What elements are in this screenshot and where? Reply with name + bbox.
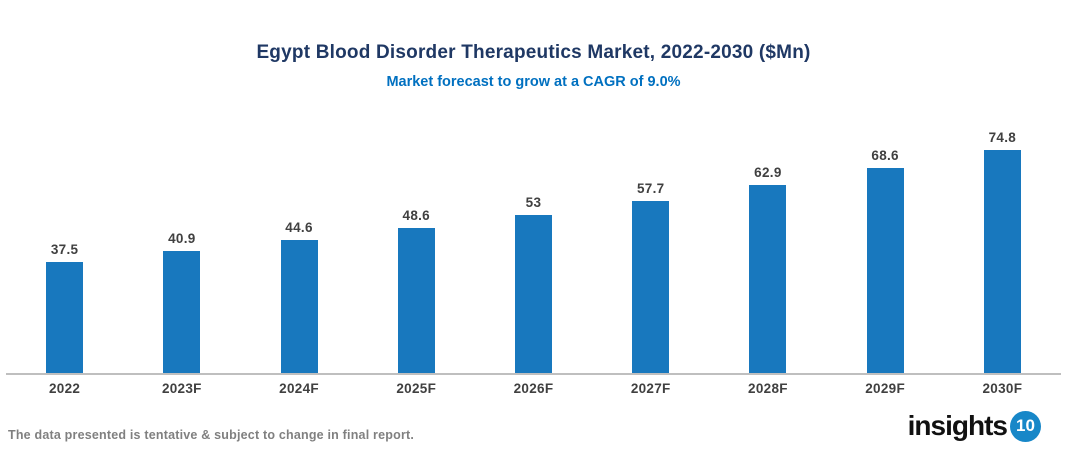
chart-subtitle: Market forecast to grow at a CAGR of 9.0… <box>386 74 681 90</box>
chart-header: Egypt Blood Disorder Therapeutics Market… <box>0 42 1067 90</box>
x-axis-tick-label: 2024F <box>279 381 319 396</box>
bar-column: 53 <box>475 110 592 374</box>
bar <box>749 185 787 374</box>
disclaimer-text: The data presented is tentative & subjec… <box>8 428 415 442</box>
bar <box>866 168 904 374</box>
bar <box>280 240 318 374</box>
logo-wordmark: insights <box>907 410 1008 441</box>
bar <box>46 261 84 374</box>
bar-value-label: 44.6 <box>285 220 313 236</box>
x-axis-tick-label: 2030F <box>982 381 1023 396</box>
bar-value-label: 62.9 <box>754 165 782 181</box>
bar-column: 74.8 <box>944 110 1061 374</box>
bar-value-label: 37.5 <box>50 241 79 257</box>
x-axis-tick-label: 2029F <box>865 381 906 396</box>
logo-badge-circle: 10 <box>1010 410 1041 442</box>
bar-value-label: 68.6 <box>871 148 899 164</box>
bars-container: 37.5 40.9 44.6 48.6 53 57.7 62.9 68.6 74.8 <box>6 110 1061 374</box>
bar-value-label: 53 <box>525 195 542 210</box>
bar <box>514 215 552 374</box>
bar-column: 57.7 <box>592 110 709 374</box>
x-axis-tick-label: 2023F <box>161 381 202 396</box>
bar-column: 62.9 <box>709 110 826 374</box>
bar-value-label: 57.7 <box>636 180 665 196</box>
bar <box>397 228 435 374</box>
x-axis-tick-label: 2022 <box>48 381 81 396</box>
x-axis-tick-label: 2026F <box>513 381 554 396</box>
bar-value-label: 48.6 <box>402 208 430 224</box>
bar-column: 40.9 <box>123 110 240 374</box>
x-axis-tick-label: 2025F <box>396 381 437 396</box>
bar <box>163 251 201 374</box>
x-axis-labels: 2022 2023F 2024F 2025F 2026F 2027F 2028F 2029F 2… <box>6 381 1061 396</box>
bar-column: 37.5 <box>6 110 123 374</box>
bar-value-label: 40.9 <box>168 231 196 247</box>
bar-value-label: 74.8 <box>988 129 1017 145</box>
x-axis-tick-label: 2027F <box>630 381 671 396</box>
bar-column: 48.6 <box>358 110 475 374</box>
bar-column: 68.6 <box>827 110 944 374</box>
x-axis-line <box>6 373 1061 375</box>
bar <box>632 200 670 374</box>
bar-column: 44.6 <box>240 110 357 374</box>
x-axis-tick-label: 2028F <box>748 381 788 396</box>
chart-title: Egypt Blood Disorder Therapeutics Market… <box>256 42 811 63</box>
insights10-logo: insights 10 <box>908 410 1041 442</box>
bar <box>983 149 1021 374</box>
plot-area: 37.5 40.9 44.6 48.6 53 57.7 62.9 68.6 74.8 2022 2… <box>6 110 1061 396</box>
